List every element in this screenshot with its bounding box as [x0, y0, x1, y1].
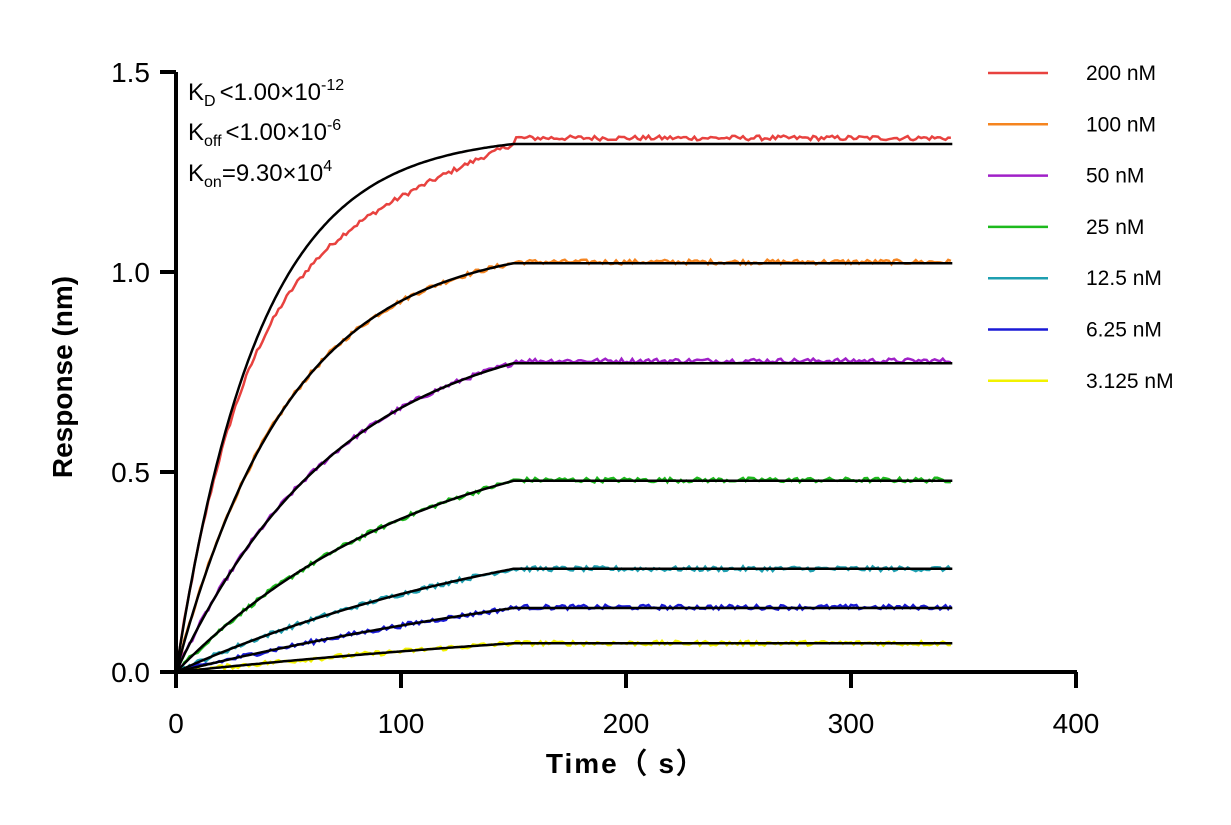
- x-axis-label: Time（ s）: [546, 747, 706, 779]
- x-tick-label: 200: [603, 708, 650, 739]
- series-curve: [174, 133, 951, 672]
- series-curve: [176, 564, 952, 674]
- x-tick-label: 0: [168, 708, 184, 739]
- legend-label: 100 nM: [1086, 113, 1156, 136]
- fit-curve: [174, 142, 953, 673]
- fit-curve: [175, 567, 953, 674]
- fit-curve: [174, 261, 953, 673]
- fit-curve: [175, 606, 953, 674]
- legend-label: 200 nM: [1086, 62, 1156, 85]
- x-tick-label: 400: [1053, 708, 1100, 739]
- legend-label: 12.5 nM: [1086, 267, 1162, 290]
- curves: [174, 133, 952, 674]
- fit-curve: [174, 361, 953, 673]
- legend-label: 25 nM: [1086, 216, 1144, 239]
- y-tick-label: 0.5: [111, 457, 150, 488]
- fit-curve: [175, 641, 953, 674]
- koff-annotation: Koff <1.00×10-6: [188, 117, 341, 150]
- fit-curve: [175, 479, 953, 673]
- y-axis-label: Response (nm): [47, 276, 78, 478]
- legend-label: 6.25 nM: [1086, 319, 1162, 342]
- y-tick-label: 1.5: [111, 57, 150, 88]
- y-tick-label: 0.0: [111, 657, 150, 688]
- x-tick-label: 300: [828, 708, 875, 739]
- kinetic-annotations: KD <1.00×10-12 Koff <1.00×10-6 Kon=9.30×10…: [188, 77, 344, 191]
- ticks: 0 100 200 300 400 0.0 0.5 1.0 1.5: [111, 57, 1099, 739]
- x-tick-label: 100: [378, 708, 425, 739]
- legend: 200 nM 100 nM 50 nM 25 nM 12.5 nM 6.25 nM 3.12…: [988, 62, 1174, 393]
- legend-label: 50 nM: [1086, 165, 1144, 188]
- y-tick-label: 1.0: [111, 257, 150, 288]
- kd-annotation: KD <1.00×10-12: [188, 77, 344, 110]
- kon-annotation: Kon=9.30×104: [188, 158, 332, 191]
- legend-label: 3.125 nM: [1086, 370, 1174, 393]
- fit-curves: [174, 142, 953, 674]
